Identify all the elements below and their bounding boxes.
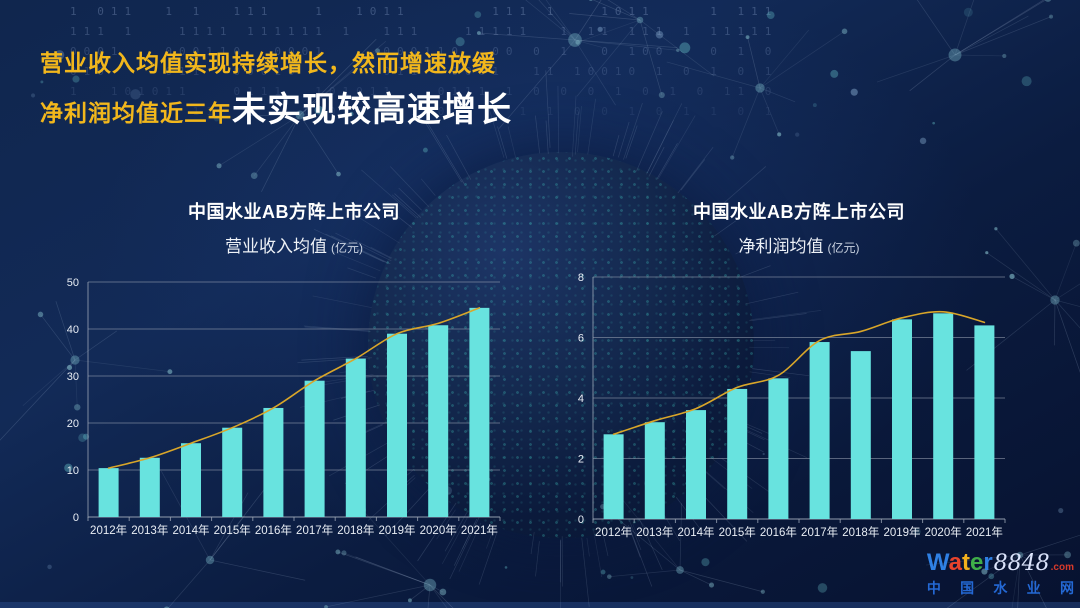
logo-word: Water — [926, 549, 993, 576]
svg-text:2017年: 2017年 — [296, 523, 333, 537]
svg-text:0: 0 — [73, 512, 79, 524]
svg-text:2: 2 — [578, 454, 584, 466]
water8848-logo: Water 8848 .com 中国水业网 — [927, 551, 1074, 598]
svg-text:20: 20 — [67, 418, 79, 430]
svg-text:2012年: 2012年 — [595, 525, 632, 539]
svg-text:0: 0 — [578, 514, 584, 526]
headline-line2-emphasis: 未实现较高速增长 — [232, 91, 512, 129]
binary-pattern-decoration: 1 011 1 1 111 1 1011 111 1 1011 1 111 111… — [70, 5, 779, 118]
svg-text:10: 10 — [67, 465, 79, 477]
svg-text:40: 40 — [67, 324, 79, 336]
svg-text:2019年: 2019年 — [378, 523, 415, 537]
headline-line1: 营业收入均值实现持续增长，然而增速放缓 — [40, 50, 496, 76]
logo-numbers: 8848 — [993, 551, 1050, 576]
svg-text:2019年: 2019年 — [883, 525, 920, 539]
svg-text:4: 4 — [578, 393, 584, 405]
svg-text:50: 50 — [67, 277, 79, 289]
revenue-chart-title: 中国水业AB方阵上市公司 — [188, 202, 400, 222]
svg-text:2016年: 2016年 — [760, 525, 797, 539]
svg-text:6: 6 — [578, 333, 584, 345]
svg-text:2017年: 2017年 — [801, 525, 838, 539]
svg-text:2018年: 2018年 — [842, 525, 879, 539]
profit-chart-subtitle: 净利润均值 (亿元) — [569, 232, 1029, 257]
svg-text:2020年: 2020年 — [925, 525, 962, 539]
svg-text:30: 30 — [67, 371, 79, 383]
svg-text:2013年: 2013年 — [636, 525, 673, 539]
revenue-chart-subtitle: 营业收入均值 (亿元) — [64, 232, 524, 257]
svg-text:8: 8 — [578, 272, 584, 284]
svg-text:2021年: 2021年 — [461, 523, 498, 537]
revenue-chart-subtitle-text: 营业收入均值 — [225, 237, 327, 256]
bottom-strip-decoration — [0, 602, 1080, 608]
logo-tld: .com — [1050, 562, 1074, 573]
profit-chart-unit: (亿元) — [827, 241, 860, 255]
headline-line2-lead: 净利润均值近三年 — [40, 100, 232, 126]
svg-text:2014年: 2014年 — [172, 523, 209, 537]
svg-text:2016年: 2016年 — [255, 523, 292, 537]
svg-text:2021年: 2021年 — [966, 525, 1003, 539]
svg-text:2013年: 2013年 — [131, 523, 168, 537]
profit-chart-title: 中国水业AB方阵上市公司 — [693, 202, 905, 222]
svg-text:2015年: 2015年 — [719, 525, 756, 539]
svg-text:2020年: 2020年 — [420, 523, 457, 537]
revenue-chart-unit: (亿元) — [331, 241, 363, 255]
headline: 营业收入均值实现持续增长，然而增速放缓 净利润均值近三年 未实现较高速增长 — [40, 44, 512, 131]
profit-chart-subtitle-text: 净利润均值 — [738, 237, 824, 256]
svg-text:2015年: 2015年 — [214, 523, 251, 537]
revenue-bar-chart: 0 10 20 30 40 50 2012年 2013年 2014年 2015年 2016年 2017… — [67, 277, 501, 537]
profit-bar-chart: 0 2 4 6 8 2012年 2013年 2014年 2015年 2016年 2017年 2018年… — [578, 272, 1006, 539]
svg-text:2014年: 2014年 — [677, 525, 714, 539]
svg-text:2018年: 2018年 — [337, 523, 374, 537]
logo-chinese-name: 中国水业网 — [926, 580, 1074, 596]
svg-text:2012年: 2012年 — [90, 523, 127, 537]
